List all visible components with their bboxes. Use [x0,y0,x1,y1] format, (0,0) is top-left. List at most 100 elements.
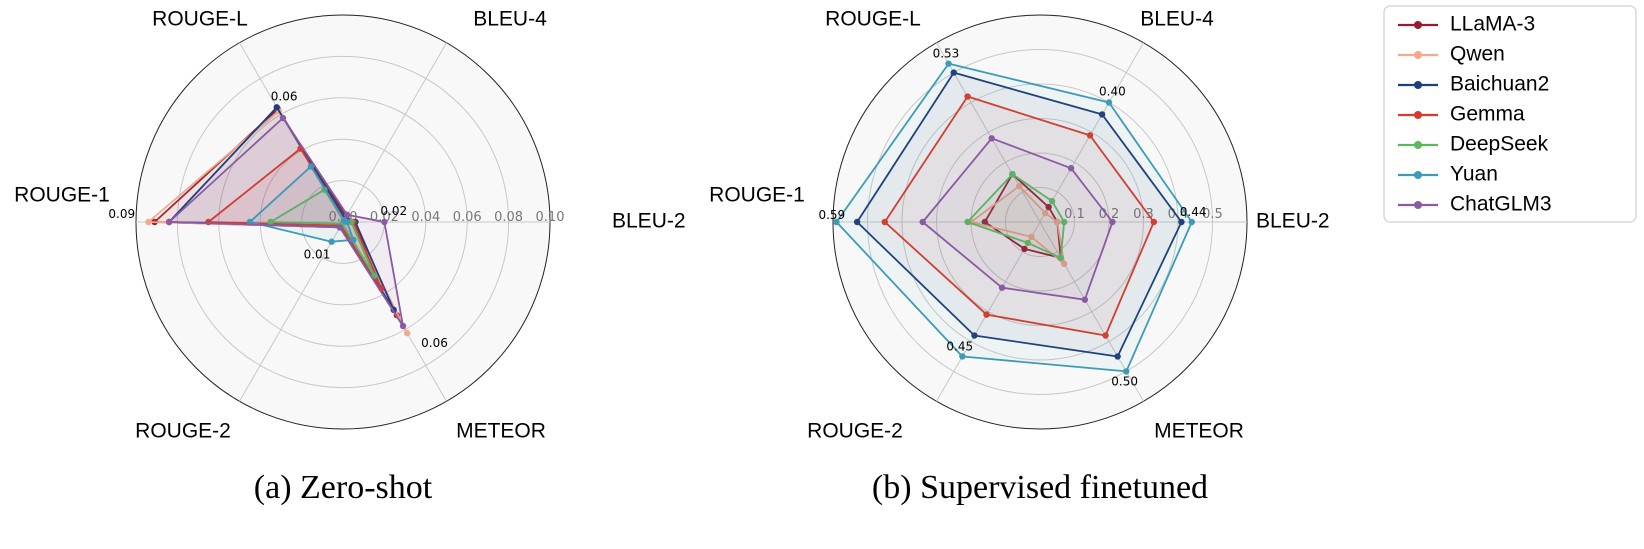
annotation-rouge-1: 0.59 [818,208,845,222]
legend-label: ChatGLM3 [1450,193,1552,216]
series-baichuan2 [853,69,1185,360]
annotation-meteor: 0.50 [1111,374,1138,388]
point-llama-3-rouge-2 [1021,245,1028,253]
point-baichuan2-rouge-l [273,104,280,111]
point-chatglm3-bleu-4 [343,211,351,219]
point-chatglm3-bleu-2 [1109,218,1116,226]
axis-label-rouge-1: ROUGE-1 [14,184,110,207]
point-llama-3-rouge-1 [981,218,988,226]
point-baichuan2-rouge-1 [853,218,861,226]
point-yuan-bleu-4 [1105,99,1113,106]
annotation-bleu-2: 0.44 [1180,205,1207,219]
legend-label: Qwen [1450,43,1505,66]
annotation-rouge-l: 0.53 [933,47,960,61]
legend-marker [1414,171,1422,179]
spoke-bleu-4 [342,42,447,223]
axis-label-meteor: METEOR [1154,420,1244,443]
point-qwen-meteor [403,329,411,337]
point-qwen-rouge-1 [145,218,152,226]
legend: LLaMA-3 Qwen Baichuan2 Gemma DeepSeek Yuan Cha… [1383,5,1637,223]
series-gemma [881,93,1158,339]
caption-1: (a) Zero-shot [254,469,433,506]
axis-label-rouge-1: ROUGE-1 [709,184,805,207]
annotation-rouge-l: 0.06 [271,89,298,103]
point-deepseek-rouge-l [1009,170,1016,178]
legend-entry-deepseek: DeepSeek [1398,133,1549,156]
point-qwen-bleu-4 [1041,209,1049,217]
series-yuan [833,60,1196,375]
point-yuan-rouge-1 [833,218,840,226]
point-chatglm3-rouge-2 [998,284,1006,291]
legend-entry-yuan: Yuan [1398,163,1498,186]
point-baichuan2-rouge-2 [971,332,978,339]
legend-label: LLaMA-3 [1450,13,1535,36]
point-chatglm3-rouge-1 [165,218,173,226]
annotation-meteor: 0.06 [421,336,448,350]
point-gemma-rouge-1 [881,218,888,226]
point-qwen-rouge-2 [1028,233,1035,241]
tick-label: 0.06 [453,210,482,225]
point-deepseek-meteor [1057,254,1064,262]
caption-2: (b) Supervised finetuned [872,469,1208,506]
point-deepseek-rouge-1 [964,218,971,226]
legend-marker [1414,141,1422,149]
point-deepseek-bleu-4 [1048,197,1056,205]
point-chatglm3-bleu-4 [1067,165,1075,172]
legend-entry-gemma: Gemma [1398,103,1525,126]
legend-entry-baichuan2: Baichuan2 [1398,73,1549,96]
radar-chart-2: 0.1 0.2 0.3 0.4 0.5 BLEU-2BLEU-4ROUGE-LROUGE-… [709,8,1329,506]
point-yuan-bleu-2 [1188,218,1196,226]
series-chatglm3 [919,135,1116,303]
point-gemma-bleu-2 [1150,218,1158,226]
point-chatglm3-rouge-1 [919,218,926,226]
point-baichuan2-meteor [1114,353,1121,360]
tick-label: 0.10 [536,210,565,225]
point-yuan-meteor [350,236,357,244]
legend-marker [1414,111,1422,119]
legend-label: Gemma [1450,103,1525,126]
tick-label: 0.04 [411,210,440,225]
legend-marker [1414,201,1422,209]
annotation-rouge-1: 0.09 [108,207,135,221]
axis-label-bleu-4: BLEU-4 [1140,8,1214,31]
axis-label-rouge-l: ROUGE-L [152,8,248,31]
tick-label: 0.5 [1202,207,1223,222]
legend-label: Yuan [1450,163,1498,186]
annotation-bleu-2: 0.02 [380,204,407,218]
point-qwen-meteor [1060,260,1068,268]
point-qwen-rouge-l [1016,182,1023,190]
axis-label-bleu-2: BLEU-2 [612,210,686,233]
legend-marker [1414,21,1422,29]
axis-label-rouge-l: ROUGE-L [825,8,921,31]
spoke-bleu-4 [1039,42,1144,223]
point-chatglm3-rouge-l [279,114,287,122]
point-llama-3-bleu-4 [1045,203,1052,211]
spoke-rouge-2 [239,221,344,402]
axis-label-meteor: METEOR [456,420,546,443]
legend-label: DeepSeek [1450,133,1549,156]
legend-entry-qwen: Qwen [1398,43,1505,66]
point-chatglm3-rouge-l [988,135,995,142]
tick-label: 0.3 [1133,207,1154,222]
annotation-bleu-4: 0.40 [1099,84,1126,98]
point-chatglm3-meteor [399,322,407,330]
legend-marker [1414,51,1422,59]
point-deepseek-rouge-2 [1024,239,1032,247]
point-baichuan2-rouge-l [950,69,957,76]
axis-label-rouge-2: ROUGE-2 [135,420,231,443]
point-deepseek-bleu-2 [1060,218,1068,226]
point-baichuan2-bleu-2 [1178,218,1185,226]
annotation-rouge-2: 0.45 [946,339,973,353]
legend-entry-chatglm3: ChatGLM3 [1398,193,1552,216]
series-yuan [246,163,357,245]
point-yuan-rouge-l [945,60,952,67]
radar-chart-1: 0.000.020.040.060.080.10BLEU-2BLEU-4ROUG… [14,8,685,506]
point-yuan-bleu-4 [340,217,348,224]
legend-box [1383,5,1637,223]
point-qwen-bleu-2 [1054,218,1061,226]
annotation-rouge-2: 0.01 [304,248,331,262]
point-chatglm3-rouge-2 [336,224,344,231]
legend-marker [1414,81,1422,89]
point-yuan-rouge-2 [328,238,335,245]
